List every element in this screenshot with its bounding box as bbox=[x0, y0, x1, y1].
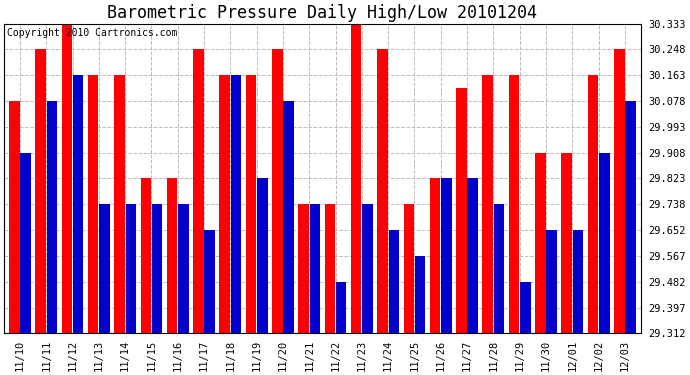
Bar bbox=[61, 24, 72, 333]
Bar bbox=[47, 101, 57, 333]
Bar bbox=[430, 178, 440, 333]
Bar bbox=[562, 153, 572, 333]
Bar bbox=[310, 204, 320, 333]
Bar bbox=[298, 204, 309, 333]
Bar bbox=[614, 50, 624, 333]
Bar bbox=[73, 75, 83, 333]
Bar bbox=[362, 204, 373, 333]
Bar bbox=[246, 75, 256, 333]
Bar bbox=[88, 75, 99, 333]
Bar bbox=[377, 50, 388, 333]
Bar bbox=[141, 178, 151, 333]
Bar bbox=[152, 204, 162, 333]
Bar bbox=[588, 75, 598, 333]
Bar bbox=[625, 101, 635, 333]
Bar bbox=[9, 101, 19, 333]
Bar bbox=[404, 204, 414, 333]
Bar bbox=[520, 282, 531, 333]
Bar bbox=[35, 50, 46, 333]
Bar bbox=[468, 178, 478, 333]
Bar bbox=[193, 50, 204, 333]
Text: Copyright 2010 Cartronics.com: Copyright 2010 Cartronics.com bbox=[8, 28, 178, 38]
Bar bbox=[441, 178, 452, 333]
Bar bbox=[599, 153, 609, 333]
Bar bbox=[20, 153, 31, 333]
Bar bbox=[456, 88, 466, 333]
Bar bbox=[494, 204, 504, 333]
Bar bbox=[99, 204, 110, 333]
Bar bbox=[509, 75, 520, 333]
Bar bbox=[230, 75, 241, 333]
Bar bbox=[204, 230, 215, 333]
Bar bbox=[546, 230, 557, 333]
Bar bbox=[178, 204, 188, 333]
Bar bbox=[257, 178, 268, 333]
Bar bbox=[325, 204, 335, 333]
Bar bbox=[482, 75, 493, 333]
Bar bbox=[351, 24, 362, 333]
Bar bbox=[415, 256, 426, 333]
Bar bbox=[219, 75, 230, 333]
Bar bbox=[272, 50, 283, 333]
Bar bbox=[336, 282, 346, 333]
Bar bbox=[167, 178, 177, 333]
Bar bbox=[115, 75, 125, 333]
Bar bbox=[388, 230, 399, 333]
Bar bbox=[284, 101, 294, 333]
Bar bbox=[573, 230, 583, 333]
Bar bbox=[126, 204, 136, 333]
Title: Barometric Pressure Daily High/Low 20101204: Barometric Pressure Daily High/Low 20101… bbox=[108, 4, 538, 22]
Bar bbox=[535, 153, 546, 333]
